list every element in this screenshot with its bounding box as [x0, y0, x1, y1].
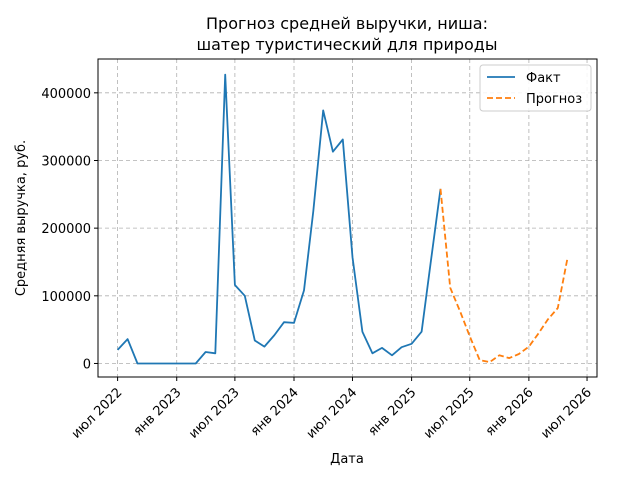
- y-tick-label: 400000: [41, 87, 91, 102]
- legend: Факт Прогноз: [479, 64, 592, 112]
- y-tick-label: 0: [83, 357, 91, 372]
- x-tick-label: июл 2026: [538, 385, 595, 442]
- x-tick-label: янв 2024: [248, 385, 302, 439]
- chart-title-line-1: Прогноз средней выручки, ниша:: [206, 14, 488, 33]
- x-tick-label: июл 2025: [421, 385, 478, 442]
- series-line-forecast: [439, 188, 569, 364]
- x-tick-label: июл 2022: [69, 385, 126, 442]
- y-axis-label: Средняя выручка, руб.: [14, 140, 29, 296]
- x-tick-label: янв 2025: [366, 385, 420, 439]
- x-tick-label: янв 2026: [483, 385, 537, 439]
- plot-frame: [97, 58, 598, 378]
- y-tick-label: 200000: [41, 222, 91, 237]
- legend-label-forecast: Прогноз: [526, 92, 582, 107]
- y-tick-label: 100000: [41, 290, 91, 305]
- x-tick-label: янв 2023: [131, 385, 185, 439]
- x-axis-label: Дата: [330, 452, 364, 467]
- series-layer: [116, 73, 569, 365]
- x-tick-label: июл 2023: [186, 385, 243, 442]
- chart-title-line-2: шатер туристический для природы: [196, 35, 497, 54]
- y-tick-label: 300000: [41, 154, 91, 169]
- x-tick-label: июл 2024: [304, 385, 361, 442]
- legend-label-fact: Факт: [526, 71, 561, 86]
- grid: [98, 59, 597, 377]
- series-line-fact: [116, 73, 442, 365]
